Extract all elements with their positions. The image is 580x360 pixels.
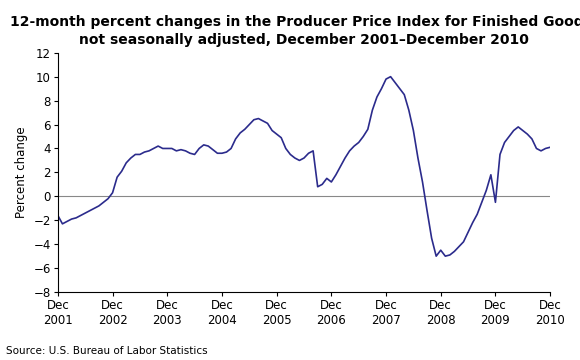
Y-axis label: Percent change: Percent change	[15, 127, 28, 218]
Text: Source: U.S. Bureau of Labor Statistics: Source: U.S. Bureau of Labor Statistics	[6, 346, 208, 356]
Title: 12-month percent changes in the Producer Price Index for Finished Goods,
not sea: 12-month percent changes in the Producer…	[10, 15, 580, 48]
